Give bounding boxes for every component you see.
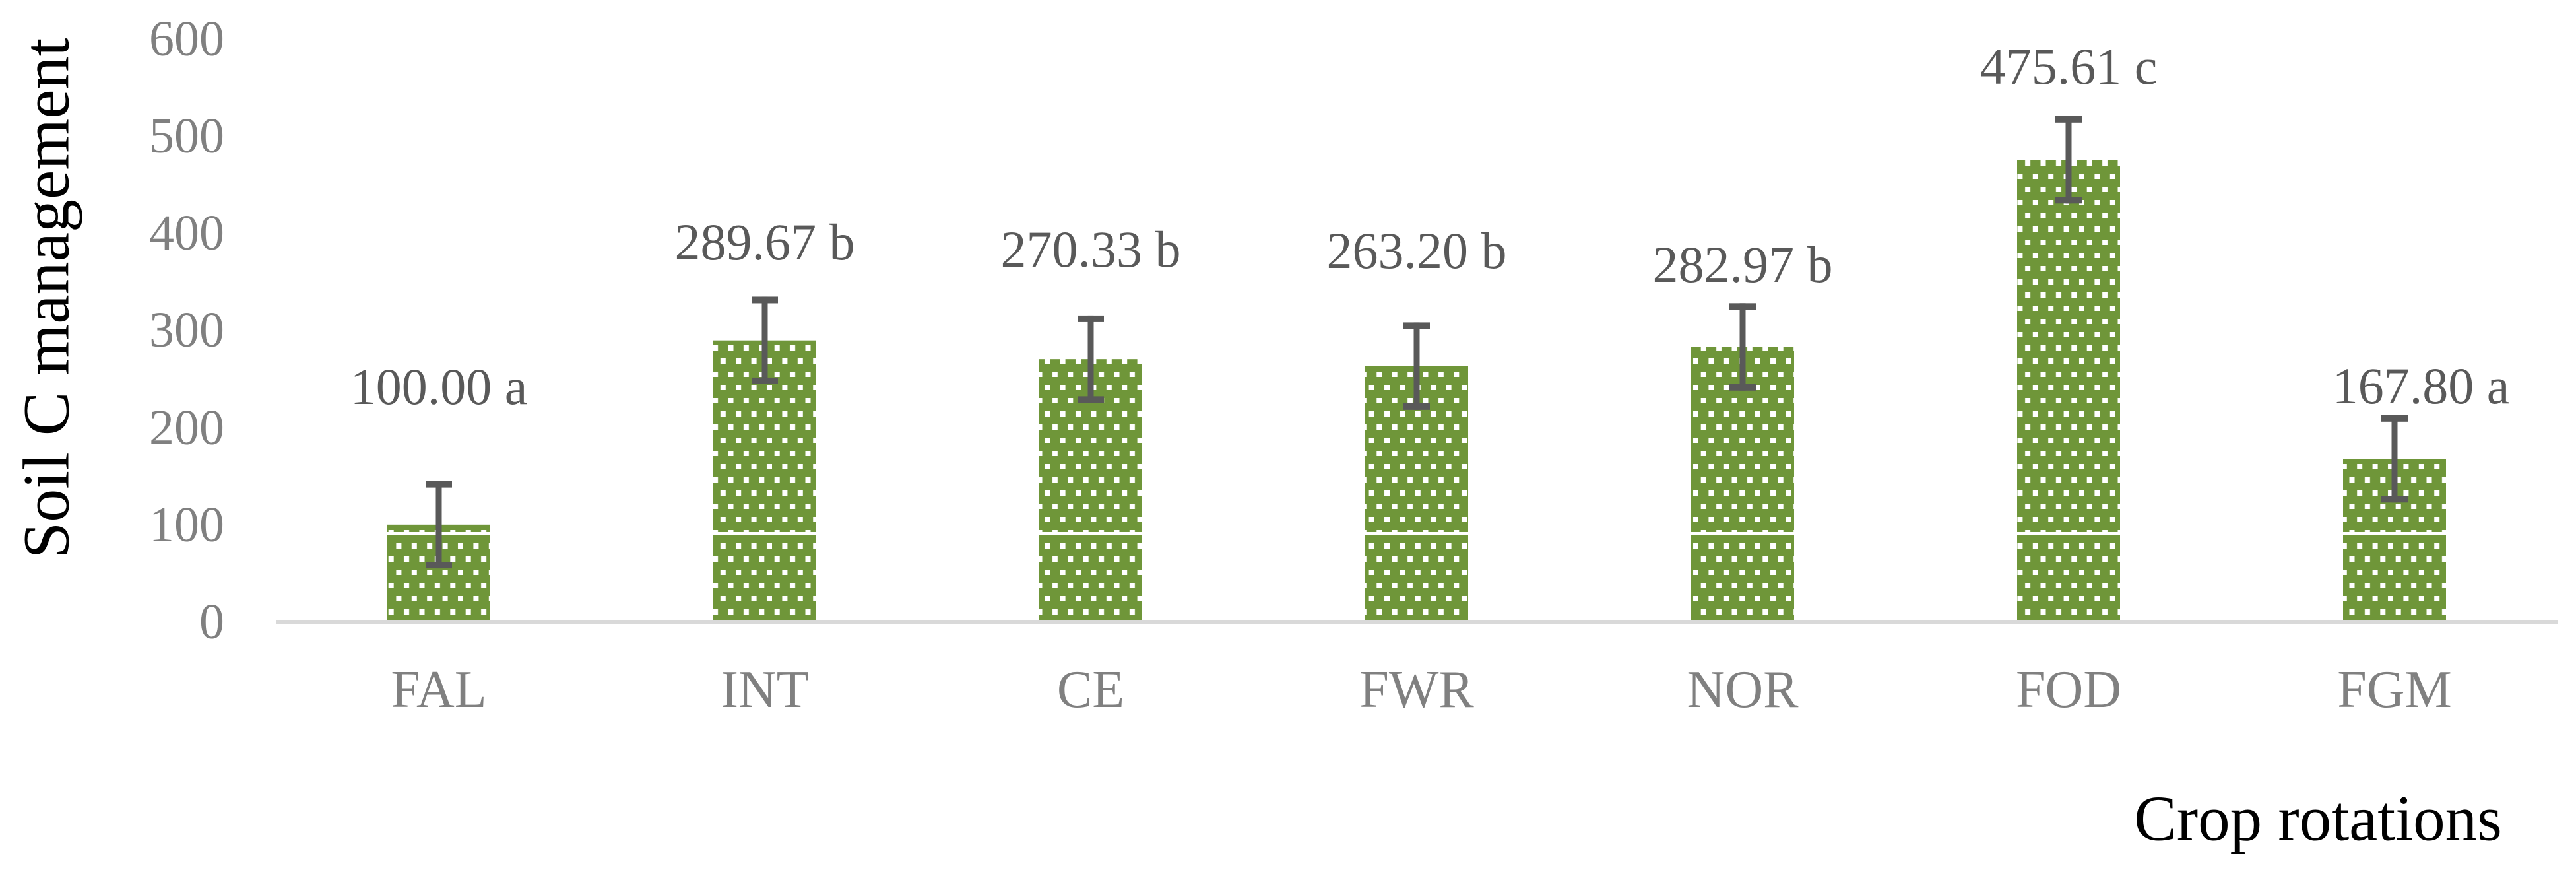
x-axis-category-label: INT bbox=[721, 661, 809, 719]
error-bar-top-cap bbox=[2381, 415, 2408, 422]
bar bbox=[1691, 347, 1794, 620]
bar-group-NOR bbox=[1691, 303, 1794, 620]
error-bar-stem bbox=[1739, 303, 1746, 391]
error-bar-bottom-cap bbox=[2055, 197, 2082, 204]
error-bar-bottom-cap bbox=[752, 377, 778, 384]
x-axis-category-label: NOR bbox=[1687, 661, 1799, 719]
error-bar-top-cap bbox=[2055, 116, 2082, 123]
y-axis-tick-label: 100 bbox=[149, 496, 224, 553]
data-label: 475.61 c bbox=[1980, 38, 2158, 95]
bar-pattern-seam bbox=[1365, 532, 1468, 535]
bar bbox=[713, 340, 816, 620]
data-label: 100.00 a bbox=[350, 358, 528, 415]
error-bar-top-cap bbox=[1403, 322, 1430, 329]
data-label: 263.20 b bbox=[1326, 222, 1507, 279]
y-axis-tick-label: 600 bbox=[149, 11, 224, 67]
error-bar-stem bbox=[1413, 322, 1420, 410]
bar-group-FGM bbox=[2343, 415, 2446, 620]
error-bar-bottom-cap bbox=[426, 562, 452, 569]
bar-group-FAL bbox=[387, 481, 490, 620]
x-axis-category-label: FGM bbox=[2337, 661, 2452, 719]
error-bar-bottom-cap bbox=[1729, 384, 1756, 391]
bar-pattern-seam bbox=[2343, 532, 2446, 535]
error-bar-stem bbox=[761, 296, 768, 384]
data-label: 289.67 b bbox=[674, 213, 855, 271]
error-bar-bottom-cap bbox=[1078, 396, 1104, 403]
error-bar-top-cap bbox=[752, 296, 778, 304]
data-label: 270.33 b bbox=[1000, 220, 1181, 278]
bar-pattern-seam bbox=[1039, 532, 1142, 535]
error-bar-top-cap bbox=[426, 481, 452, 488]
bar-group-INT bbox=[713, 296, 816, 620]
data-label: 167.80 a bbox=[2332, 357, 2510, 415]
bar-group-CE bbox=[1039, 315, 1142, 620]
error-bar-top-cap bbox=[1729, 303, 1756, 310]
y-axis-tick-label: 200 bbox=[149, 399, 224, 455]
error-bar-stem bbox=[1087, 315, 1094, 403]
y-axis-tick-label: 400 bbox=[149, 205, 224, 261]
x-axis-category-label: FAL bbox=[391, 661, 487, 719]
x-axis-category-label: FWR bbox=[1359, 661, 1474, 719]
error-bar-stem bbox=[2065, 116, 2072, 204]
x-axis-line bbox=[276, 620, 2558, 624]
x-axis-title: Crop rotations bbox=[2134, 783, 2502, 854]
bar-pattern-seam bbox=[2017, 532, 2120, 535]
x-axis-category-label: FOD bbox=[2015, 661, 2122, 719]
bar-series bbox=[387, 116, 2446, 620]
y-axis-tick-label: 500 bbox=[149, 108, 224, 164]
error-bar-top-cap bbox=[1078, 315, 1104, 322]
error-bar-stem bbox=[435, 481, 442, 569]
y-axis-tick-label: 0 bbox=[199, 594, 224, 650]
bar-group-FWR bbox=[1365, 322, 1468, 620]
bar-pattern-seam bbox=[1691, 532, 1794, 535]
x-axis-category-label: CE bbox=[1056, 661, 1125, 719]
y-axis-tick-label: 300 bbox=[149, 302, 224, 358]
error-bar-bottom-cap bbox=[2381, 496, 2408, 503]
error-bar-stem bbox=[2391, 415, 2398, 503]
bar-group-FOD bbox=[2017, 116, 2120, 620]
bar-pattern-seam bbox=[713, 532, 816, 535]
data-label: 282.97 b bbox=[1652, 236, 1833, 293]
bar bbox=[2017, 160, 2120, 620]
error-bar-bottom-cap bbox=[1403, 403, 1430, 410]
